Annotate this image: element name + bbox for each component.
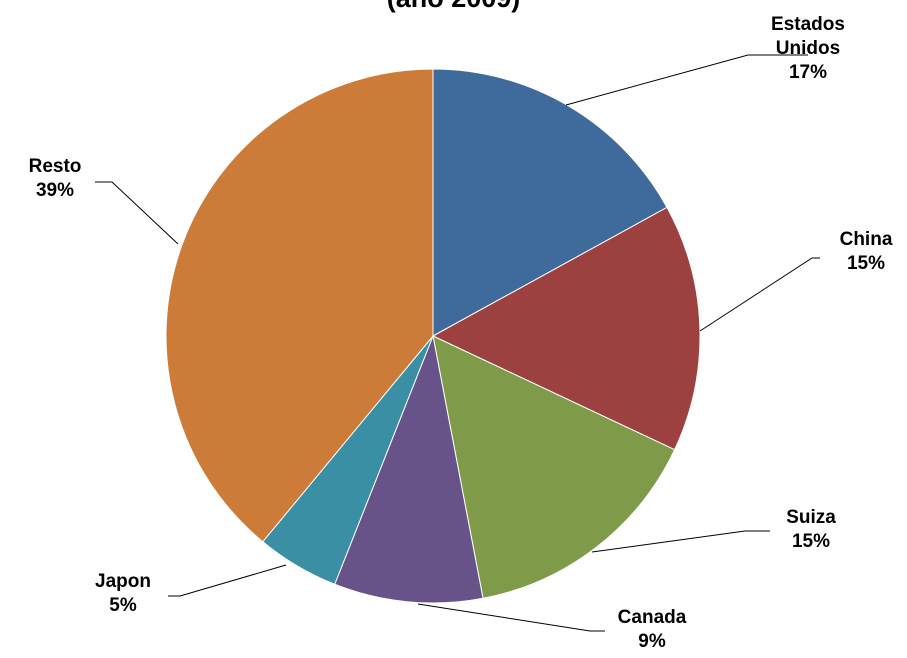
slice-percent-canada: 9% <box>638 631 666 652</box>
slice-label-suiza: Suiza <box>786 507 836 528</box>
leader-line-resto <box>95 181 179 245</box>
leader-line-canada <box>417 603 605 632</box>
slice-percent-estados-unidos: 17% <box>789 62 827 83</box>
pie-slice-estados-unidos <box>432 68 668 337</box>
slice-label-estados-unidos: Estados <box>771 14 845 35</box>
slice-label-china: China <box>840 229 893 250</box>
leader-line-suiza <box>591 530 770 553</box>
leader-line-estados-unidos <box>565 54 808 106</box>
chart-title: (año 2009) <box>0 0 907 14</box>
pie-slice-china <box>431 206 701 451</box>
slice-percent-japon: 5% <box>109 595 137 616</box>
slice-label-resto: Resto <box>29 156 82 177</box>
leader-line-japon <box>168 564 287 597</box>
slice-label-estados-unidos: Unidos <box>776 38 840 59</box>
slice-label-japon: Japon <box>95 571 151 592</box>
pie-slice-resto <box>165 68 434 543</box>
slice-label-canada: Canada <box>618 607 687 628</box>
pie-slice-suiza <box>432 335 676 599</box>
pie-slice-canada <box>334 334 484 604</box>
leader-line-china <box>699 257 820 332</box>
slice-percent-suiza: 15% <box>792 531 830 552</box>
slice-percent-resto: 39% <box>36 180 74 201</box>
slice-percent-china: 15% <box>847 253 885 274</box>
